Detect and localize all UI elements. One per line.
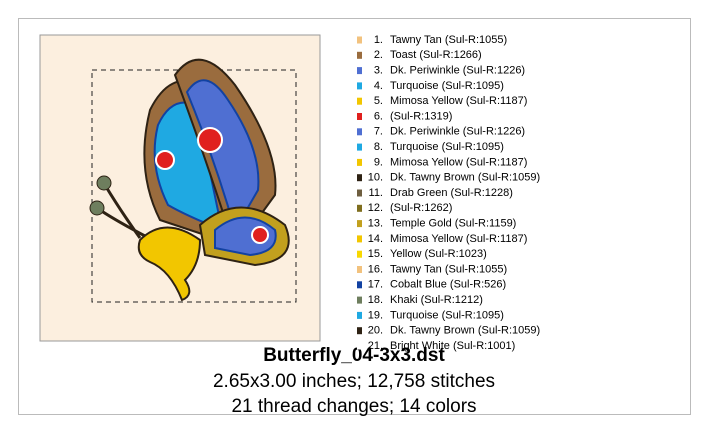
thread-swatch: [357, 113, 362, 120]
thread-number: 3.: [374, 65, 383, 77]
thread-name: Tawny Tan (Sul-R:1055): [390, 263, 507, 275]
thread-name: (Sul-R:1319): [390, 110, 452, 122]
thread-name: (Sul-R:1262): [390, 202, 452, 214]
thread-name: Dk. Tawny Brown (Sul-R:1059): [390, 172, 540, 184]
thread-name: Drab Green (Sul-R:1228): [390, 187, 513, 199]
thread-name: Dk. Periwinkle (Sul-R:1226): [390, 65, 525, 77]
thread-name: Turquoise (Sul-R:1095): [390, 309, 504, 321]
thread-swatch: [357, 281, 362, 289]
thread-number: 11.: [369, 187, 383, 199]
thread-name: Mimosa Yellow (Sul-R:1187): [390, 233, 527, 245]
thread-swatch: [357, 296, 362, 304]
thread-number: 20.: [368, 325, 383, 337]
thread-name: Yellow (Sul-R:1023): [390, 248, 487, 260]
thread-name: Tawny Tan (Sul-R:1055): [390, 34, 507, 46]
thread-number: 2.: [374, 49, 383, 61]
color-info: 21 thread changes; 14 colors: [231, 396, 476, 417]
file-name: Butterfly_04-3x3.dst: [263, 345, 445, 366]
thread-swatch: [357, 342, 362, 350]
thread-number: 15.: [368, 248, 383, 260]
butterfly: [89, 58, 290, 302]
thread-name: Khaki (Sul-R:1212): [390, 294, 483, 306]
thread-swatch: [357, 67, 362, 75]
thread-swatch: [357, 189, 362, 197]
thread-number: 8.: [374, 141, 383, 153]
thread-number: 21.: [368, 340, 383, 352]
thread-name: Turquoise (Sul-R:1095): [390, 141, 504, 153]
thread-swatch: [357, 128, 362, 136]
thread-swatch: [357, 250, 362, 258]
thread-name: Dk. Tawny Brown (Sul-R:1059): [390, 325, 540, 337]
thread-name: Cobalt Blue (Sul-R:526): [390, 279, 506, 291]
thread-name: Bright White (Sul-R:1001): [390, 340, 515, 352]
thread-number: 1.: [374, 34, 383, 46]
thread-number: 16.: [368, 263, 383, 275]
thread-number: 4.: [374, 80, 383, 92]
thread-swatch: [357, 327, 362, 335]
thread-swatch: [357, 36, 362, 44]
thread-swatch: [357, 266, 362, 273]
thread-number: 12.: [368, 202, 383, 214]
thread-swatch: [357, 220, 362, 228]
thread-name: Mimosa Yellow (Sul-R:1187): [390, 95, 527, 107]
thread-swatch: [357, 82, 362, 90]
thread-swatch: [357, 97, 362, 105]
thread-number: 19.: [368, 309, 383, 321]
thread-number: 14.: [368, 233, 383, 245]
thread-number: 18.: [368, 294, 383, 306]
thread-swatch: [357, 174, 362, 182]
thread-number: 5.: [374, 95, 383, 107]
thread-number: 10.: [368, 172, 383, 184]
thread-swatch: [357, 235, 362, 243]
thread-number: 9.: [374, 156, 383, 168]
thread-swatch: [357, 204, 362, 212]
thread-name: Dk. Periwinkle (Sul-R:1226): [390, 126, 525, 138]
thread-number: 6.: [374, 110, 383, 122]
thread-swatch: [357, 51, 362, 59]
thread-name: Toast (Sul-R:1266): [390, 49, 482, 61]
thread-number: 17.: [368, 279, 383, 291]
thread-name: Temple Gold (Sul-R:1159): [390, 218, 516, 230]
thread-name: Mimosa Yellow (Sul-R:1187): [390, 156, 527, 168]
thread-number: 7.: [374, 126, 383, 138]
thread-swatch: [357, 158, 362, 166]
thread-swatch: [357, 143, 362, 151]
thread-swatch: [357, 311, 362, 319]
size-info: 2.65x3.00 inches; 12,758 stitches: [213, 371, 495, 392]
thread-name: Turquoise (Sul-R:1095): [390, 80, 504, 92]
thread-number: 13.: [368, 218, 383, 230]
